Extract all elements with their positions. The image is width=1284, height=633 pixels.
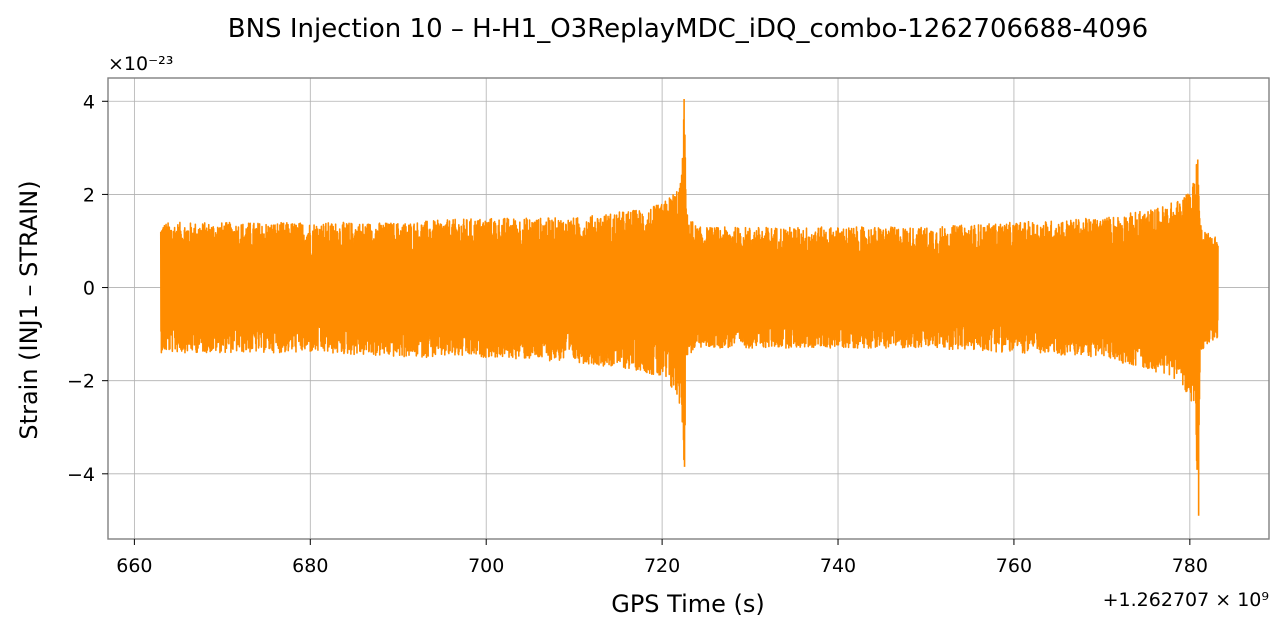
y-tick-label: −2 bbox=[67, 371, 95, 393]
plot-area bbox=[159, 98, 1219, 516]
x-axis-label: GPS Time (s) bbox=[611, 590, 765, 618]
x-tick-label: 680 bbox=[292, 555, 328, 577]
strain-series-line bbox=[159, 98, 1219, 516]
y-scale-label: ×10⁻²³ bbox=[108, 53, 173, 75]
y-tick-label: 4 bbox=[83, 91, 95, 113]
x-tick-label: 700 bbox=[468, 555, 504, 577]
x-tick-label: 740 bbox=[820, 555, 856, 577]
x-offset-label: +1.262707 × 10⁹ bbox=[1103, 589, 1269, 611]
y-tick-label: −4 bbox=[67, 464, 95, 486]
plot-frame bbox=[107, 77, 1270, 540]
x-tick-label: 720 bbox=[644, 555, 680, 577]
chart-title: BNS Injection 10 – H-H1_O3ReplayMDC_iDQ_… bbox=[228, 14, 1148, 44]
x-tick-label: 780 bbox=[1172, 555, 1208, 577]
x-tick-label: 760 bbox=[996, 555, 1032, 577]
y-tick-label: 0 bbox=[83, 278, 95, 300]
x-tick-label: 660 bbox=[116, 555, 152, 577]
y-tick-label: 2 bbox=[83, 184, 95, 206]
axis-ticks: 660 680 700 720 740 760 780 −4 −2 0 2 4 bbox=[67, 91, 1208, 577]
y-axis-label: Strain (INJ1 – STRAIN) bbox=[15, 180, 43, 439]
